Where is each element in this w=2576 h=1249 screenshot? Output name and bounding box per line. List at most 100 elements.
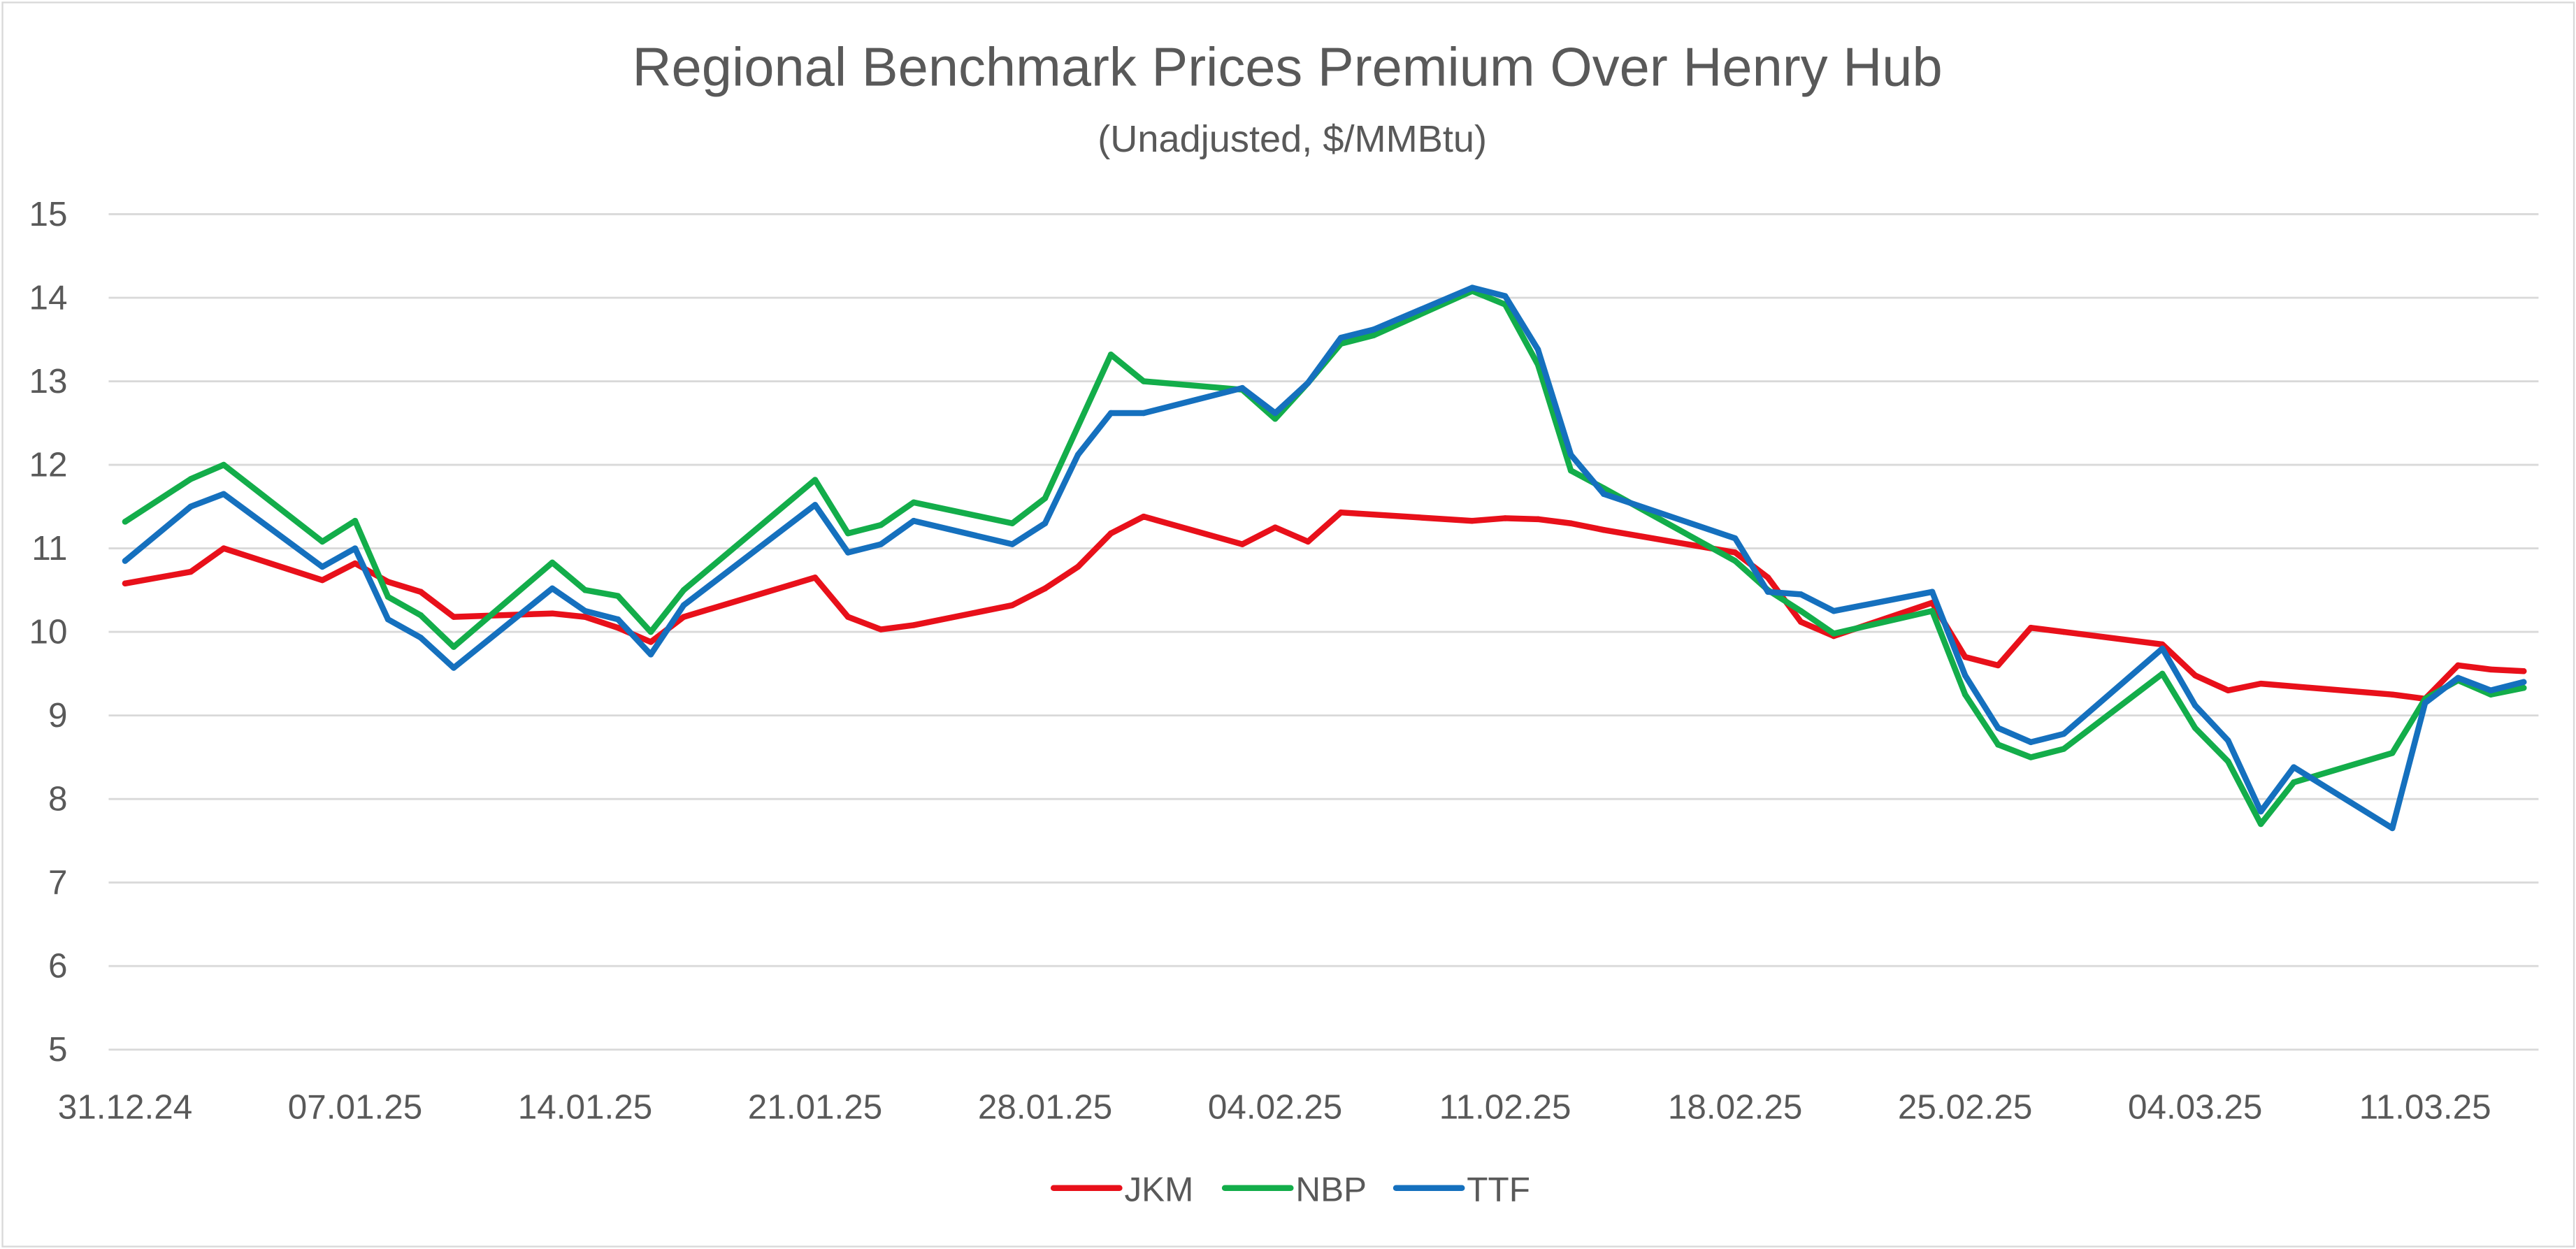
data-point-nbp <box>1042 495 1049 502</box>
data-point-ttf <box>1107 410 1114 417</box>
data-point-jkm <box>187 568 194 575</box>
data-point-ttf <box>1469 284 1476 291</box>
data-point-jkm <box>1009 602 1016 609</box>
y-tick-label: 13 <box>29 362 68 400</box>
data-point-nbp <box>2060 746 2067 752</box>
data-point-jkm <box>1764 575 1771 581</box>
data-point-jkm <box>877 626 884 633</box>
data-point-ttf <box>2454 674 2461 681</box>
series-line-jkm <box>122 509 2527 702</box>
data-point-ttf <box>1764 589 1771 595</box>
data-point-jkm <box>1239 541 1246 547</box>
y-tick-label: 9 <box>48 696 68 735</box>
y-axis-ticks: 5 6 7 8 9 10 11 12 13 14 15 <box>29 195 68 1069</box>
data-point-nbp <box>614 593 621 599</box>
legend-label: NBP <box>1295 1171 1367 1209</box>
data-point-nbp <box>877 521 884 528</box>
series-nbp <box>122 288 2527 828</box>
y-tick-label: 7 <box>48 863 68 902</box>
x-tick-label: 31.12.24 <box>58 1088 192 1127</box>
data-point-jkm <box>2487 666 2494 673</box>
chart-subtitle: (Unadjusted, $/MMBtu) <box>1098 118 1487 160</box>
data-point-jkm <box>2027 624 2034 631</box>
data-point-ttf <box>844 549 851 556</box>
data-point-ttf <box>1239 384 1246 391</box>
data-point-jkm <box>352 560 359 567</box>
y-tick-label: 12 <box>29 446 68 484</box>
data-point-jkm <box>319 577 326 584</box>
x-axis-ticks: 31.12.24 07.01.25 14.01.25 21.01.25 28.01.25… <box>58 1088 2491 1127</box>
data-point-ttf <box>549 585 556 592</box>
data-point-nbp <box>844 530 851 537</box>
data-point-nbp <box>1732 558 1739 564</box>
legend-item-jkm: JKM <box>1050 1171 1193 1209</box>
data-point-ttf <box>1600 491 1607 498</box>
data-point-ttf <box>1929 589 1936 595</box>
data-point-jkm <box>1042 585 1049 592</box>
series-lines <box>122 284 2527 832</box>
data-point-nbp <box>549 559 556 566</box>
data-point-nbp <box>812 477 819 483</box>
data-point-jkm <box>1469 517 1476 524</box>
chart-title: Regional Benchmark Prices Premium Over H… <box>632 38 1942 98</box>
data-point-jkm <box>417 589 424 595</box>
data-point-ttf <box>1370 326 1377 333</box>
data-point-nbp <box>319 538 326 545</box>
data-point-ttf <box>2192 702 2199 709</box>
data-point-nbp <box>1107 352 1114 358</box>
data-point-nbp <box>1567 468 1574 474</box>
gridlines <box>108 213 2539 1051</box>
data-point-jkm <box>2257 680 2264 687</box>
data-point-jkm <box>2159 641 2166 648</box>
x-tick-label: 11.03.25 <box>2359 1088 2491 1127</box>
data-point-ttf <box>2290 764 2297 770</box>
data-point-jkm <box>2060 628 2067 635</box>
data-point-nbp <box>582 587 589 593</box>
data-point-nbp <box>2389 750 2396 756</box>
legend-item-nbp: NBP <box>1221 1171 1367 1209</box>
data-point-nbp <box>122 519 129 525</box>
data-point-jkm <box>2389 691 2396 698</box>
y-tick-label: 10 <box>29 613 68 651</box>
data-point-ttf <box>1337 335 1344 341</box>
data-point-ttf <box>1994 725 2001 731</box>
data-point-ttf <box>582 607 589 614</box>
data-point-jkm <box>1074 563 1081 570</box>
legend: JKM NBP TTF <box>1050 1171 1530 1209</box>
data-point-jkm <box>680 614 687 620</box>
data-point-ttf <box>2060 730 2067 737</box>
data-point-ttf <box>647 651 654 658</box>
data-point-jkm <box>1272 524 1279 530</box>
data-point-ttf <box>910 517 917 524</box>
data-point-jkm <box>1994 662 2001 669</box>
data-point-ttf <box>2159 645 2166 652</box>
series-ttf <box>122 284 2527 832</box>
data-point-jkm <box>844 614 851 620</box>
x-tick-label: 14.01.25 <box>518 1088 652 1127</box>
x-tick-label: 11.02.25 <box>1439 1088 1571 1127</box>
data-point-jkm <box>812 575 819 581</box>
data-point-nbp <box>647 628 654 635</box>
data-point-ttf <box>122 558 129 564</box>
data-point-nbp <box>1830 630 1837 637</box>
legend-item-ttf: TTF <box>1393 1171 1530 1209</box>
data-point-nbp <box>2192 725 2199 731</box>
data-point-nbp <box>1140 378 1147 384</box>
series-line-nbp <box>122 288 2527 828</box>
data-point-nbp <box>2027 754 2034 760</box>
data-point-jkm <box>1107 530 1114 537</box>
data-point-jkm <box>2454 662 2461 669</box>
data-point-jkm <box>384 579 391 585</box>
data-point-jkm <box>1732 549 1739 556</box>
data-point-ttf <box>2520 679 2527 686</box>
data-point-ttf <box>1272 410 1279 417</box>
data-point-ttf <box>319 563 326 570</box>
y-tick-label: 14 <box>29 278 68 317</box>
data-point-jkm <box>2520 668 2527 674</box>
data-point-ttf <box>187 503 194 510</box>
data-point-ttf <box>417 635 424 641</box>
data-point-ttf <box>450 665 457 671</box>
data-point-jkm <box>1534 516 1541 522</box>
data-point-ttf <box>1732 535 1739 542</box>
x-tick-label: 25.02.25 <box>1898 1088 2032 1127</box>
